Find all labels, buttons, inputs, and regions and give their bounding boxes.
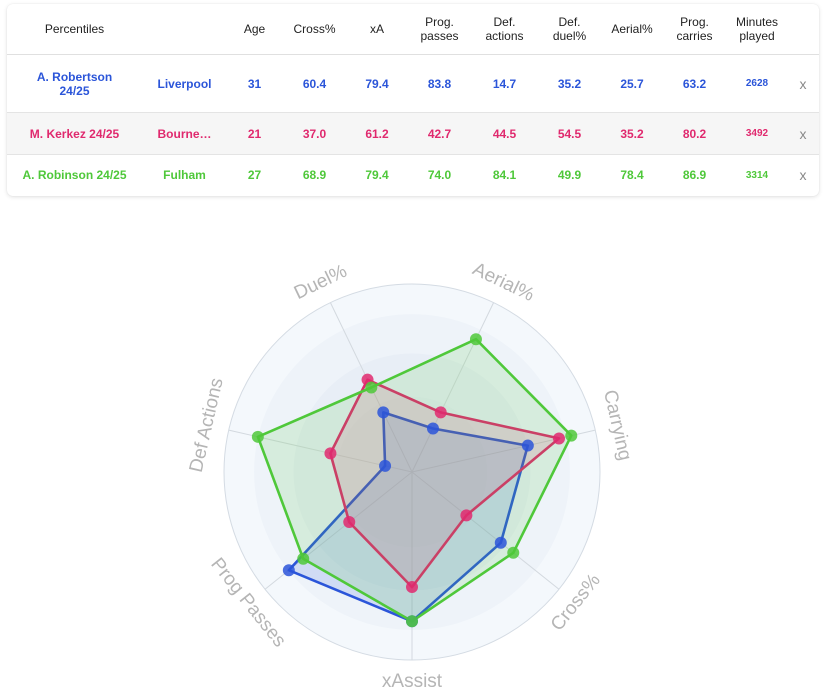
- def-actions-cell: 84.1: [492, 168, 517, 182]
- cross-cell: 68.9: [302, 168, 327, 182]
- radar-point[interactable]: [565, 429, 578, 442]
- header-minutes-line2: played: [739, 29, 775, 43]
- header-age[interactable]: Age: [227, 4, 282, 55]
- minutes-cell: 2628: [727, 54, 787, 113]
- radar-point[interactable]: [343, 516, 356, 529]
- header-def-duel-line2: duel%: [552, 29, 587, 43]
- prog-carries-cell: 86.9: [682, 168, 707, 182]
- prog-passes-cell: 74.0: [427, 168, 452, 182]
- header-prog-carries-line1: Prog.: [680, 15, 709, 29]
- radar-point[interactable]: [379, 459, 392, 472]
- player-name[interactable]: A. Robinson 24/25: [22, 168, 127, 182]
- radar-point[interactable]: [406, 615, 418, 628]
- def-duel-cell: 35.2: [537, 54, 602, 113]
- radar-point[interactable]: [460, 509, 473, 522]
- radar-point[interactable]: [377, 406, 390, 419]
- header-remove: [787, 4, 819, 55]
- team-name: Liverpool: [142, 54, 227, 113]
- header-percentiles[interactable]: Percentiles: [7, 4, 142, 55]
- radar-series-area: [287, 411, 530, 623]
- comparison-table-card: Percentiles Age Cross% xA Prog. passes De…: [7, 4, 819, 196]
- radar-axis-label: xAssist: [382, 671, 443, 692]
- header-def-actions-line1: Def.: [493, 15, 516, 29]
- header-def-duel-line1: Def.: [558, 15, 581, 29]
- age-cell: 21: [227, 112, 282, 155]
- radar-point[interactable]: [426, 422, 439, 435]
- radar-point[interactable]: [365, 381, 378, 394]
- prog-carries-cell: 63.2: [662, 54, 727, 113]
- aerial-cell: 78.4: [620, 168, 644, 182]
- remove-player-button[interactable]: x: [787, 112, 819, 155]
- header-minutes-line1: Minutes: [735, 15, 779, 29]
- radar-spoke: [411, 302, 495, 473]
- radar-axis-label: Carrying: [599, 388, 636, 463]
- player-name[interactable]: M. Kerkez 24/25: [7, 112, 142, 155]
- header-minutes[interactable]: Minutes played: [727, 4, 787, 55]
- radar-point[interactable]: [552, 432, 565, 445]
- header-aerial[interactable]: Aerial%: [602, 4, 662, 55]
- table-row: M. Kerkez 24/25 Bourne… 21 37.0 61.2 42.…: [7, 112, 819, 155]
- age-cell: 31: [227, 54, 282, 113]
- header-prog-carries[interactable]: Prog. carries: [662, 4, 727, 55]
- team-name: Fulham: [163, 168, 206, 182]
- xa-cell: 79.4: [365, 168, 389, 182]
- def-actions-cell: 14.7: [472, 54, 537, 113]
- cross-cell: 37.0: [282, 112, 347, 155]
- table-header-row: Percentiles Age Cross% xA Prog. passes De…: [7, 4, 819, 55]
- header-def-duel[interactable]: Def. duel%: [537, 4, 602, 55]
- radar-point[interactable]: [251, 430, 264, 443]
- def-actions-cell: 44.5: [472, 112, 537, 155]
- remove-player-button[interactable]: x: [787, 54, 819, 113]
- radar-point[interactable]: [434, 406, 447, 419]
- player-name[interactable]: A. Robertson 24/25: [7, 54, 142, 113]
- radar-spoke: [411, 471, 560, 590]
- radar-point[interactable]: [494, 536, 507, 549]
- prog-passes-cell: 83.8: [407, 54, 472, 113]
- radar-point[interactable]: [324, 447, 337, 460]
- radar-axis-label: Def Actions: [186, 376, 228, 474]
- radar-point[interactable]: [469, 333, 482, 346]
- table-row: A. Robinson 24/25 Fulham 27 68.9 79.4 74…: [7, 155, 819, 196]
- header-cross[interactable]: Cross%: [282, 4, 347, 55]
- xa-cell: 61.2: [347, 112, 407, 155]
- aerial-cell: 25.7: [602, 54, 662, 113]
- xa-cell: 79.4: [347, 54, 407, 113]
- radar-point[interactable]: [521, 439, 534, 452]
- header-xa[interactable]: xA: [347, 4, 407, 55]
- remove-player-button[interactable]: x: [799, 167, 807, 183]
- radar-point[interactable]: [282, 564, 295, 577]
- radar-series-area: [256, 337, 573, 623]
- aerial-cell: 35.2: [602, 112, 662, 155]
- header-def-actions-line2: actions: [485, 29, 524, 43]
- radar-point[interactable]: [507, 546, 520, 559]
- header-prog-passes[interactable]: Prog. passes: [407, 4, 472, 55]
- cross-cell: 60.4: [282, 54, 347, 113]
- age-cell: 27: [247, 168, 262, 182]
- header-prog-passes-line2: passes: [420, 29, 459, 43]
- minutes-cell: 3492: [727, 112, 787, 155]
- player-name-line1: A. Robertson: [36, 69, 113, 84]
- header-prog-carries-line2: carries: [676, 29, 713, 43]
- radar-point[interactable]: [406, 581, 418, 594]
- team-name: Bourne…: [142, 112, 227, 155]
- radar-point[interactable]: [297, 552, 310, 565]
- prog-carries-cell: 80.2: [662, 112, 727, 155]
- prog-passes-cell: 42.7: [407, 112, 472, 155]
- def-duel-cell: 54.5: [537, 112, 602, 155]
- table-row: A. Robertson 24/25 Liverpool 31 60.4 79.4…: [7, 54, 819, 113]
- minutes-cell: 3314: [745, 169, 769, 181]
- header-prog-passes-line1: Prog.: [425, 15, 454, 29]
- percentiles-table: Percentiles Age Cross% xA Prog. passes De…: [7, 4, 819, 195]
- def-duel-cell: 49.9: [557, 168, 582, 182]
- header-team: [142, 4, 227, 55]
- header-def-actions[interactable]: Def. actions: [472, 4, 537, 55]
- player-name-line2: 24/25: [59, 83, 90, 98]
